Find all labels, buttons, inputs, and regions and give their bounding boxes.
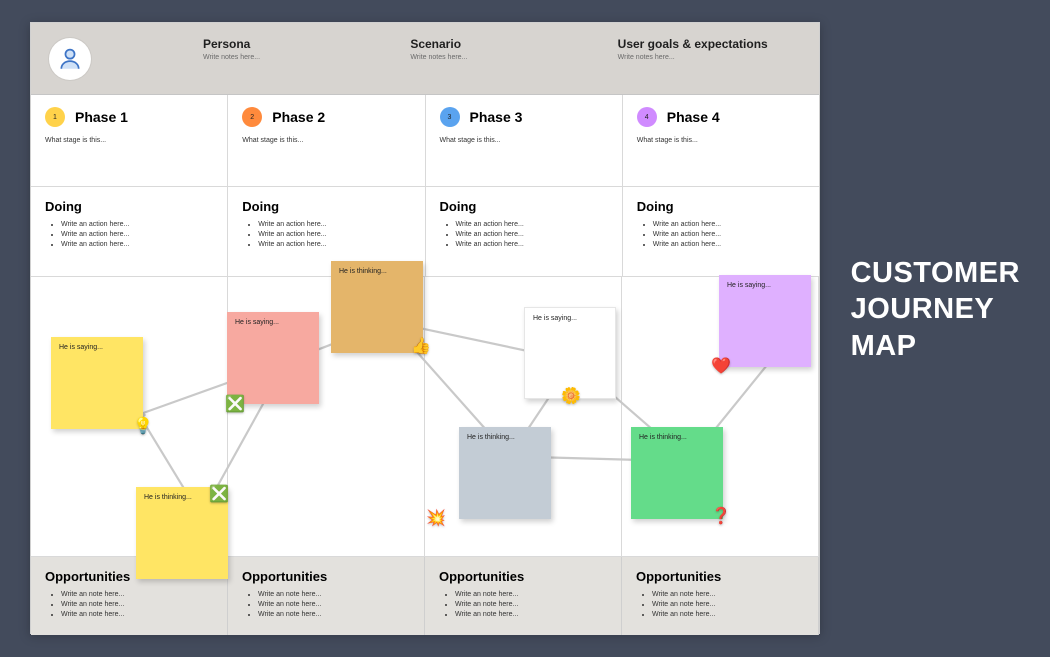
opportunity-item: Write an note here... bbox=[652, 610, 806, 620]
doing-list: Write an action here...Write an action h… bbox=[637, 220, 807, 250]
header-hint: Write notes here... bbox=[410, 54, 601, 61]
phase-subtitle: What stage is this... bbox=[45, 137, 215, 144]
title-line-1: CUSTOMER bbox=[851, 255, 1020, 291]
title-line-3: MAP bbox=[851, 328, 1020, 364]
doing-item: Write an action here... bbox=[258, 220, 412, 230]
opportunities-list: Write an note here...Write an note here.… bbox=[242, 590, 412, 620]
canvas-row: He is saying...He is thinking...He is sa… bbox=[31, 277, 819, 557]
persona-avatar-cell bbox=[31, 23, 197, 94]
doing-title: Doing bbox=[45, 199, 215, 214]
doing-list: Write an action here...Write an action h… bbox=[242, 220, 412, 250]
header-cell-persona[interactable]: Persona Write notes here... bbox=[197, 23, 404, 94]
header-hint: Write notes here... bbox=[618, 54, 809, 61]
phase-subtitle: What stage is this... bbox=[440, 137, 610, 144]
opportunities-title: Opportunities bbox=[636, 569, 806, 584]
sticky-note[interactable]: He is thinking... bbox=[136, 487, 228, 579]
opportunity-item: Write an note here... bbox=[61, 590, 215, 600]
page-title: CUSTOMER JOURNEY MAP bbox=[851, 255, 1020, 364]
doing-item: Write an action here... bbox=[61, 230, 215, 240]
doing-item: Write an action here... bbox=[61, 220, 215, 230]
phase-row: 1 Phase 1 What stage is this... 2 Phase 2 Wha… bbox=[31, 95, 819, 187]
opportunity-item: Write an note here... bbox=[258, 600, 412, 610]
opportunities-cell-2[interactable]: OpportunitiesWrite an note here...Write … bbox=[228, 557, 425, 635]
opportunity-item: Write an note here... bbox=[61, 600, 215, 610]
header-band: Persona Write notes here... Scenario Wri… bbox=[31, 23, 819, 95]
header-title: Persona bbox=[203, 37, 394, 51]
doing-cell-4[interactable]: DoingWrite an action here...Write an act… bbox=[623, 187, 819, 276]
doing-title: Doing bbox=[637, 199, 807, 214]
phase-dot: 4 bbox=[637, 107, 657, 127]
phase-dot: 3 bbox=[440, 107, 460, 127]
opportunity-item: Write an note here... bbox=[61, 610, 215, 620]
header-title: Scenario bbox=[410, 37, 601, 51]
sticky-note[interactable]: He is thinking... bbox=[631, 427, 723, 519]
phase-title: Phase 1 bbox=[75, 109, 128, 125]
doing-list: Write an action here...Write an action h… bbox=[45, 220, 215, 250]
opportunities-cell-3[interactable]: OpportunitiesWrite an note here...Write … bbox=[425, 557, 622, 635]
phase-cell-4[interactable]: 4 Phase 4 What stage is this... bbox=[623, 95, 819, 186]
opportunities-title: Opportunities bbox=[439, 569, 609, 584]
phase-dot: 2 bbox=[242, 107, 262, 127]
phase-subtitle: What stage is this... bbox=[242, 137, 412, 144]
header-title: User goals & expectations bbox=[618, 37, 809, 51]
sticky-note[interactable]: He is thinking... bbox=[459, 427, 551, 519]
doing-item: Write an action here... bbox=[653, 230, 807, 240]
opportunity-item: Write an note here... bbox=[258, 610, 412, 620]
sticky-note[interactable]: He is saying... bbox=[227, 312, 319, 404]
phase-title: Phase 3 bbox=[470, 109, 523, 125]
doing-cell-1[interactable]: DoingWrite an action here...Write an act… bbox=[31, 187, 228, 276]
doing-item: Write an action here... bbox=[258, 240, 412, 250]
journey-board: Persona Write notes here... Scenario Wri… bbox=[30, 22, 820, 634]
doing-cell-3[interactable]: DoingWrite an action here...Write an act… bbox=[426, 187, 623, 276]
sticky-note[interactable]: He is saying... bbox=[51, 337, 143, 429]
person-icon bbox=[57, 46, 83, 72]
opportunity-item: Write an note here... bbox=[652, 590, 806, 600]
sticky-note[interactable]: He is thinking... bbox=[331, 261, 423, 353]
phase-cell-2[interactable]: 2 Phase 2 What stage is this... bbox=[228, 95, 425, 186]
doing-item: Write an action here... bbox=[653, 240, 807, 250]
opportunity-item: Write an note here... bbox=[455, 600, 609, 610]
opportunity-item: Write an note here... bbox=[652, 600, 806, 610]
header-cell-goals[interactable]: User goals & expectations Write notes he… bbox=[612, 23, 819, 94]
doing-row: DoingWrite an action here...Write an act… bbox=[31, 187, 819, 277]
opportunities-title: Opportunities bbox=[242, 569, 412, 584]
phase-title: Phase 4 bbox=[667, 109, 720, 125]
avatar bbox=[49, 38, 91, 80]
doing-item: Write an action here... bbox=[456, 220, 610, 230]
header-hint: Write notes here... bbox=[203, 54, 394, 61]
opportunities-list: Write an note here...Write an note here.… bbox=[439, 590, 609, 620]
doing-item: Write an action here... bbox=[456, 230, 610, 240]
phase-cell-3[interactable]: 3 Phase 3 What stage is this... bbox=[426, 95, 623, 186]
opportunities-list: Write an note here...Write an note here.… bbox=[45, 590, 215, 620]
doing-item: Write an action here... bbox=[456, 240, 610, 250]
doing-item: Write an action here... bbox=[61, 240, 215, 250]
doing-item: Write an action here... bbox=[258, 230, 412, 240]
opportunities-cell-4[interactable]: OpportunitiesWrite an note here...Write … bbox=[622, 557, 819, 635]
opportunity-item: Write an note here... bbox=[455, 590, 609, 600]
doing-title: Doing bbox=[242, 199, 412, 214]
doing-title: Doing bbox=[440, 199, 610, 214]
phase-cell-1[interactable]: 1 Phase 1 What stage is this... bbox=[31, 95, 228, 186]
phase-dot: 1 bbox=[45, 107, 65, 127]
phase-subtitle: What stage is this... bbox=[637, 137, 807, 144]
opportunity-item: Write an note here... bbox=[455, 610, 609, 620]
title-line-2: JOURNEY bbox=[851, 291, 1020, 327]
header-cell-scenario[interactable]: Scenario Write notes here... bbox=[404, 23, 611, 94]
sticky-note[interactable]: He is saying... bbox=[524, 307, 616, 399]
opportunity-item: Write an note here... bbox=[258, 590, 412, 600]
doing-list: Write an action here...Write an action h… bbox=[440, 220, 610, 250]
opportunities-list: Write an note here...Write an note here.… bbox=[636, 590, 806, 620]
sticky-note[interactable]: He is saying... bbox=[719, 275, 811, 367]
phase-title: Phase 2 bbox=[272, 109, 325, 125]
doing-item: Write an action here... bbox=[653, 220, 807, 230]
